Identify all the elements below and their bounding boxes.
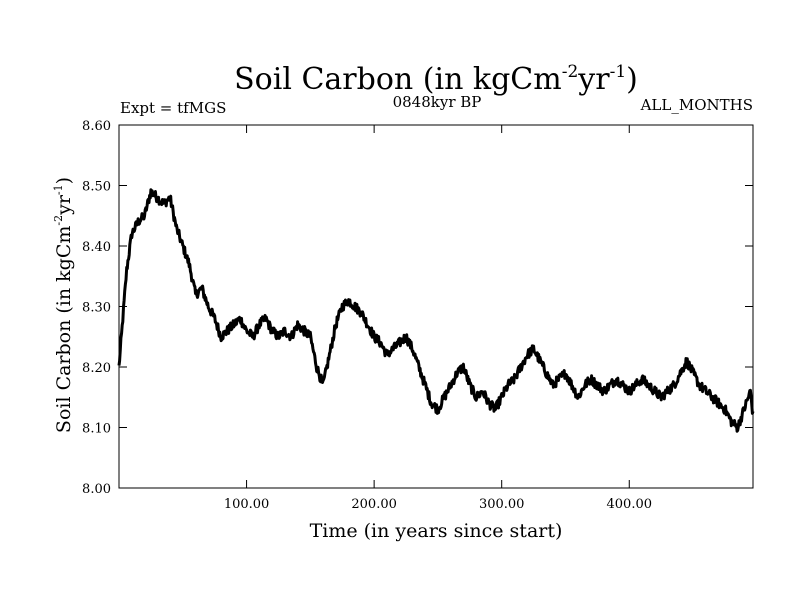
y-tick-label: 8.40	[82, 240, 111, 255]
y-tick-label: 8.20	[82, 361, 111, 376]
y-tick-label: 8.50	[82, 180, 111, 195]
y-tick-label: 8.10	[82, 422, 111, 437]
period-label: 0848kyr BP	[393, 93, 482, 111]
y-axis-ticks: 8.00 8.10 8.20 8.30 8.40 8.50 8.60	[82, 119, 753, 497]
y-tick-label: 8.60	[82, 119, 111, 134]
y-tick-label: 8.00	[82, 482, 111, 497]
x-tick-label: 200.00	[351, 497, 397, 512]
experiment-label: Expt = tfMGS	[120, 99, 226, 117]
soil-carbon-series-line	[117, 188, 755, 433]
chart-title: Soil Carbon (in kgCm-2yr-1)	[234, 62, 638, 97]
y-axis-label: Soil Carbon (in kgCm-2yr-1)	[52, 177, 75, 433]
x-axis-label: Time (in years since start)	[310, 520, 563, 542]
x-tick-label: 400.00	[607, 497, 653, 512]
y-tick-label: 8.30	[82, 301, 111, 316]
x-axis-ticks: 100.00 200.00 300.00 400.00	[224, 125, 652, 512]
months-label: ALL_MONTHS	[640, 96, 753, 114]
x-tick-label: 100.00	[224, 497, 270, 512]
x-tick-label: 300.00	[479, 497, 525, 512]
